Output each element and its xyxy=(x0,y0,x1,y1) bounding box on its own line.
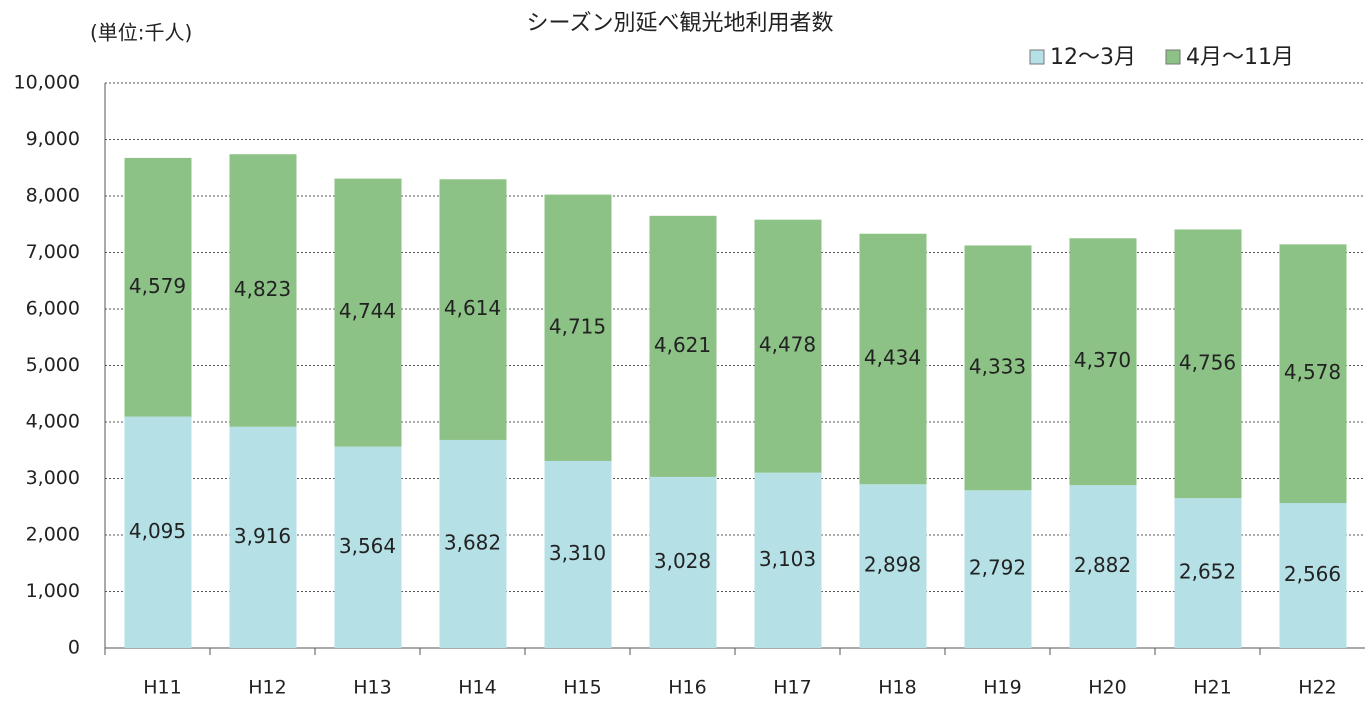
data-label: 4,434 xyxy=(864,346,921,370)
data-label: 3,916 xyxy=(234,524,291,548)
data-label: 3,103 xyxy=(759,547,816,571)
x-tick-label: H17 xyxy=(773,677,811,699)
bar-segment xyxy=(1069,238,1137,486)
y-tick-label: 6,000 xyxy=(26,298,80,320)
x-tick-label: H21 xyxy=(1193,677,1231,699)
y-tick-label: 7,000 xyxy=(26,241,80,263)
x-tick-label: H13 xyxy=(353,677,391,699)
bar-segment xyxy=(649,476,717,648)
data-label: 4,823 xyxy=(234,277,291,301)
bar-segment xyxy=(754,472,822,648)
legend-swatch xyxy=(1165,49,1181,65)
bar-segment xyxy=(859,484,927,648)
bar-segment xyxy=(544,460,612,648)
x-tick-label: H15 xyxy=(563,677,601,699)
data-label: 2,898 xyxy=(864,553,921,577)
data-label: 4,614 xyxy=(444,296,501,320)
data-label: 3,564 xyxy=(339,534,396,558)
x-tick-label: H20 xyxy=(1088,677,1126,699)
legend-label: 4月〜11月 xyxy=(1186,45,1294,70)
bar-segment xyxy=(859,233,927,485)
bar-segment xyxy=(124,416,192,648)
data-label: 4,478 xyxy=(759,333,816,357)
x-tick-label: H12 xyxy=(248,677,286,699)
legend-label: 12〜3月 xyxy=(1050,45,1136,70)
bar-segment xyxy=(754,219,822,473)
legend-swatch xyxy=(1029,49,1045,65)
bar-segment xyxy=(229,154,297,427)
data-label: 4,578 xyxy=(1284,360,1341,384)
bar-segment xyxy=(1069,485,1137,648)
bar-segment xyxy=(229,426,297,648)
y-tick-label: 5,000 xyxy=(26,354,80,376)
y-tick-label: 3,000 xyxy=(26,467,80,489)
data-label: 4,333 xyxy=(969,354,1026,378)
bar-segment xyxy=(1279,244,1347,504)
bar-segment xyxy=(1279,503,1347,648)
y-tick-label: 4,000 xyxy=(26,411,80,433)
bar-segment xyxy=(334,446,402,648)
y-tick-label: 1,000 xyxy=(26,580,80,602)
data-label: 4,744 xyxy=(339,299,396,323)
bar-segment xyxy=(1174,229,1242,499)
data-label: 3,682 xyxy=(444,530,501,554)
data-label: 3,310 xyxy=(549,541,606,565)
data-label: 2,882 xyxy=(1074,553,1131,577)
y-tick-label: 2,000 xyxy=(26,524,80,546)
bar-segment xyxy=(544,194,612,461)
data-label: 4,756 xyxy=(1179,350,1236,374)
x-tick-label: H14 xyxy=(458,677,496,699)
data-label: 4,095 xyxy=(129,519,186,543)
x-tick-label: H19 xyxy=(983,677,1021,699)
data-label: 4,715 xyxy=(549,314,606,338)
data-label: 4,621 xyxy=(654,333,711,357)
data-label: 4,370 xyxy=(1074,348,1131,372)
y-tick-label: 9,000 xyxy=(26,128,80,150)
bar-segment xyxy=(334,178,402,447)
bar-segment xyxy=(649,215,717,477)
y-tick-label: 8,000 xyxy=(26,185,80,207)
x-tick-label: H11 xyxy=(143,677,181,699)
x-tick-label: H18 xyxy=(878,677,916,699)
bar-segment xyxy=(964,490,1032,648)
x-tick-label: H16 xyxy=(668,677,706,699)
bar-segment xyxy=(439,439,507,648)
data-label: 2,566 xyxy=(1284,562,1341,586)
data-label: 4,579 xyxy=(129,274,186,298)
bar-segment xyxy=(124,157,192,417)
data-label: 2,792 xyxy=(969,556,1026,580)
data-label: 3,028 xyxy=(654,549,711,573)
bar-segment xyxy=(1174,498,1242,648)
y-tick-label: 0 xyxy=(68,637,80,659)
y-tick-label: 10,000 xyxy=(14,72,80,94)
bar-segment xyxy=(439,179,507,440)
unit-label: (単位:千人) xyxy=(90,21,192,45)
chart-title: シーズン別延べ観光地利用者数 xyxy=(527,11,834,36)
data-label: 2,652 xyxy=(1179,560,1236,584)
x-tick-label: H22 xyxy=(1298,677,1336,699)
bar-segment xyxy=(964,245,1032,491)
